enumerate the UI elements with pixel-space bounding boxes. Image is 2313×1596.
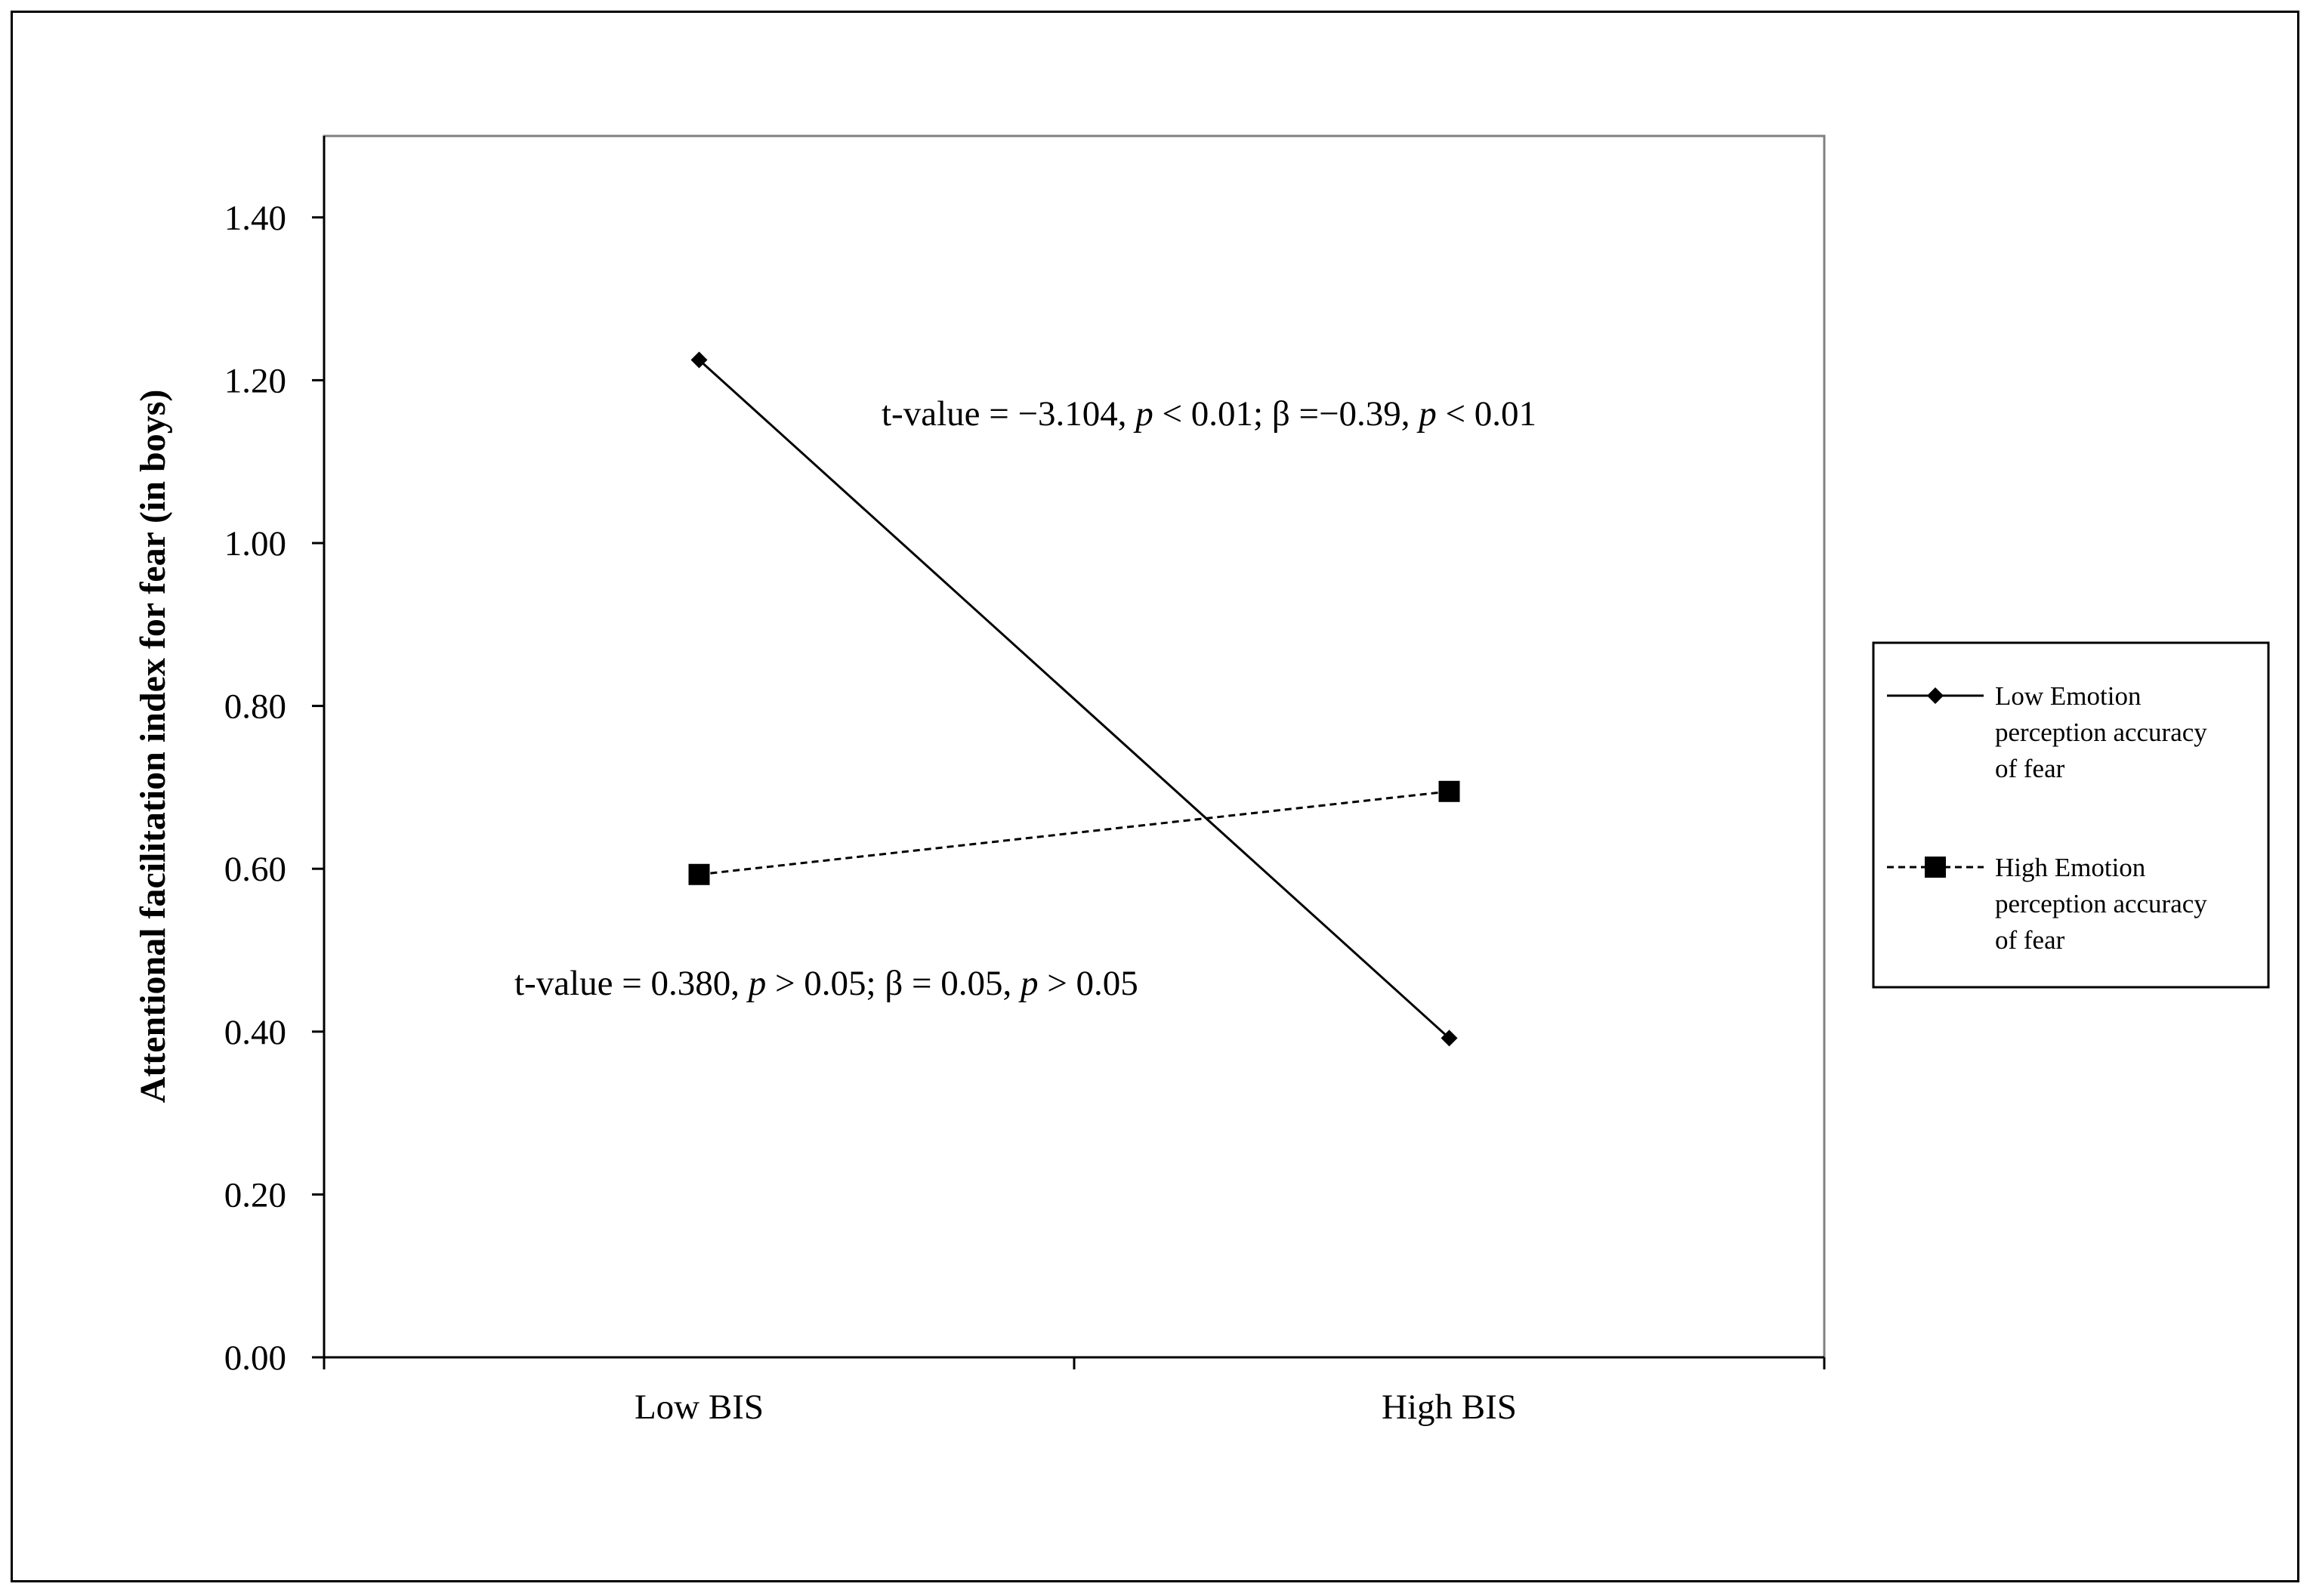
y-tick-label: 1.40 <box>224 199 286 238</box>
y-tick-label: 0.60 <box>224 850 286 889</box>
annotation-part: > 0.05; β = 0.05, <box>766 964 1021 1003</box>
data-point <box>690 351 708 369</box>
y-tick-label: 0.00 <box>224 1338 286 1378</box>
legend-item: Low Emotion perception accuracy of fear <box>1887 681 2207 783</box>
legend-box <box>1872 641 2270 989</box>
y-tick-label: 0.20 <box>224 1175 286 1215</box>
series-high-emotion <box>688 780 1460 885</box>
annotation-low: t-value = −3.104, p < 0.01; β =−0.39, p … <box>882 394 1536 434</box>
y-tick-label: 1.00 <box>224 524 286 563</box>
figure-frame <box>11 11 2299 1582</box>
annotation-part: < 0.01 <box>1437 394 1536 434</box>
series-line <box>698 359 1450 1039</box>
legend-label: Low Emotion <box>1995 681 2141 711</box>
series-line <box>699 790 1450 876</box>
series-low-emotion <box>690 351 1458 1047</box>
data-point <box>688 863 710 885</box>
annotation-part: > 0.05 <box>1038 964 1138 1003</box>
y-tick-label: 0.40 <box>224 1013 286 1052</box>
y-axis-label: Attentional facilitation index for fear … <box>133 390 173 1104</box>
x-tick-label: Low BIS <box>635 1388 764 1427</box>
annotation-part: p <box>1416 394 1437 434</box>
annotation-part: p <box>746 964 767 1003</box>
data-point <box>1438 780 1460 802</box>
legend-label: perception accuracy <box>1995 718 2207 747</box>
annotation-part: p <box>1018 964 1039 1003</box>
annotation-part: p <box>1133 394 1153 434</box>
legend-label: High Emotion <box>1995 853 2145 882</box>
annotation-high: t-value = 0.380, p > 0.05; β = 0.05, p >… <box>514 964 1138 1003</box>
legend-label: of fear <box>1995 925 2065 955</box>
legend-marker <box>1927 687 1944 704</box>
annotation-part: < 0.01; β =−0.39, <box>1153 394 1419 434</box>
plot-area <box>323 134 1826 1359</box>
legend-item: High Emotion perception accuracy of fear <box>1887 853 2207 955</box>
x-tick-label: High BIS <box>1382 1388 1517 1427</box>
y-tick-label: 1.20 <box>224 361 286 400</box>
data-point <box>1441 1030 1458 1047</box>
annotation-part: t-value = 0.380, <box>514 964 749 1003</box>
legend-label: of fear <box>1995 754 2065 783</box>
legend-marker <box>1925 857 1946 878</box>
legend-label: perception accuracy <box>1995 889 2207 918</box>
y-tick-label: 0.80 <box>224 687 286 727</box>
annotation-part: t-value = −3.104, <box>882 394 1135 434</box>
